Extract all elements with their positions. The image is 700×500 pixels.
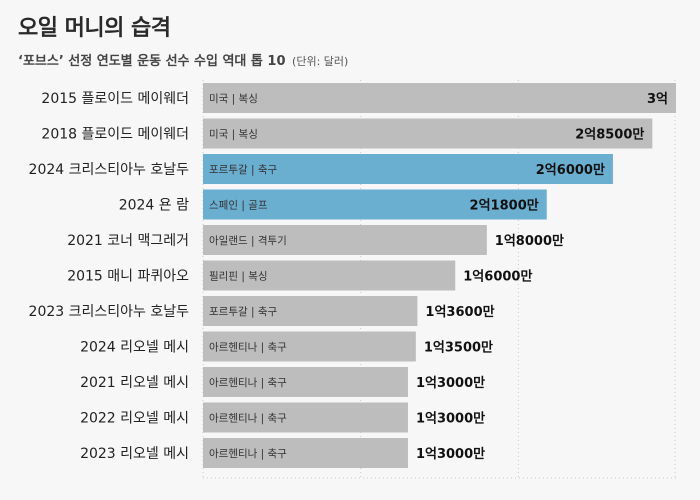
bar-tag: 포르투갈 | 축구 bbox=[209, 163, 278, 176]
value-label: 1억3600만 bbox=[425, 304, 494, 320]
bar-tag: 아르헨티나 | 축구 bbox=[209, 413, 287, 425]
category-label: 2023 크리스티아누 호날두 bbox=[29, 304, 190, 320]
bar-tag: 포르투갈 | 축구 bbox=[209, 305, 278, 318]
bar-tag: 아르헨티나 | 축구 bbox=[209, 448, 287, 460]
bar-tag: 미국 | 복싱 bbox=[209, 93, 258, 105]
value-label: 1억6000만 bbox=[463, 269, 532, 285]
bar bbox=[203, 83, 676, 113]
bar-tag: 아르헨티나 | 축구 bbox=[209, 377, 287, 389]
value-label: 1억8000만 bbox=[495, 233, 564, 249]
value-label: 1억3000만 bbox=[416, 411, 485, 427]
bar bbox=[203, 260, 456, 291]
category-label: 2021 코너 맥그레거 bbox=[67, 233, 189, 249]
category-label: 2015 플로이드 메이웨더 bbox=[41, 91, 189, 107]
category-label: 2022 리오넬 메시 bbox=[80, 411, 189, 427]
value-label: 2억1800만 bbox=[470, 198, 539, 214]
subtitle-text: ‘포브스’ 선정 연도별 운동 선수 수입 역대 톱 10 bbox=[18, 54, 286, 69]
category-label: 2024 욘 람 bbox=[119, 198, 189, 214]
value-label: 1억3500만 bbox=[424, 340, 493, 356]
bar bbox=[203, 118, 653, 149]
bar bbox=[203, 154, 613, 184]
bar-tag: 아르헨티나 | 축구 bbox=[209, 342, 287, 354]
category-label: 2015 매니 파퀴아오 bbox=[67, 269, 189, 285]
bar bbox=[203, 402, 408, 433]
category-label: 2018 플로이드 메이웨더 bbox=[41, 127, 189, 143]
bar-tag: 필리핀 | 복싱 bbox=[209, 271, 268, 283]
category-label: 2024 크리스티아누 호날두 bbox=[29, 162, 190, 178]
value-label: 1억3000만 bbox=[416, 446, 485, 462]
chart-title: 오일 머니의 습격 bbox=[18, 16, 171, 41]
value-label: 1억3000만 bbox=[416, 375, 485, 391]
bar bbox=[203, 438, 408, 468]
category-label: 2023 리오넬 메시 bbox=[80, 446, 189, 462]
bar bbox=[203, 189, 547, 220]
chart-subtitle: ‘포브스’ 선정 연도별 운동 선수 수입 역대 톱 10 (단위: 달러) bbox=[18, 50, 348, 69]
bar-tag: 스페인 | 골프 bbox=[209, 200, 268, 212]
category-label: 2024 리오넬 메시 bbox=[80, 340, 189, 356]
bar-tag: 아일랜드 | 격투기 bbox=[209, 234, 287, 247]
value-label: 2억8500만 bbox=[575, 127, 644, 143]
bar bbox=[203, 331, 416, 362]
unit-note: (단위: 달러) bbox=[292, 55, 349, 68]
category-label: 2021 리오넬 메시 bbox=[80, 375, 189, 391]
bar bbox=[203, 367, 408, 397]
value-label: 2억6000만 bbox=[536, 162, 605, 178]
bar bbox=[203, 296, 418, 326]
bar-tag: 미국 | 복싱 bbox=[209, 129, 258, 141]
value-label: 3억 bbox=[647, 92, 668, 107]
bar bbox=[203, 225, 487, 255]
